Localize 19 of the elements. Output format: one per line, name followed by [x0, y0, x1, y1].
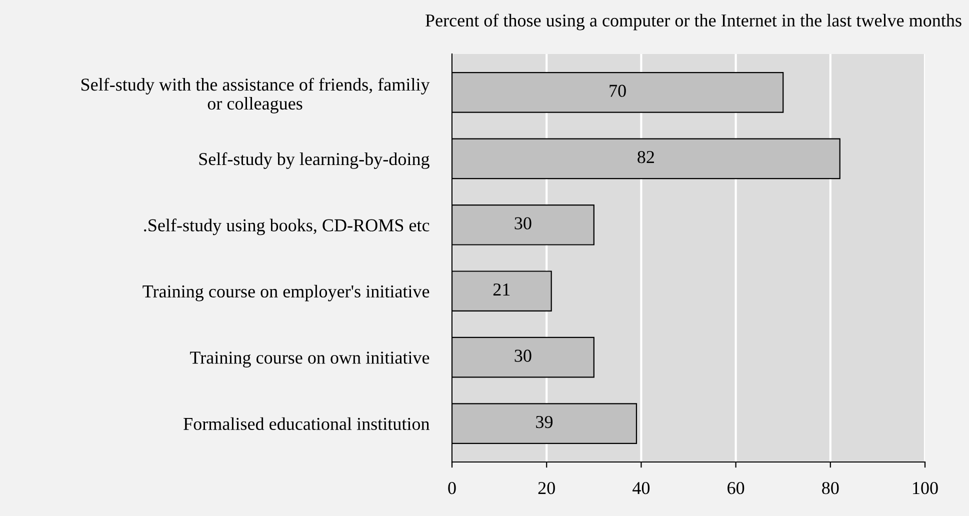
data-label: 82 [638, 150, 654, 164]
x-tick-label: 20 [538, 482, 555, 494]
data-label: 21 [493, 284, 510, 296]
data-label: 70 [610, 84, 626, 97]
y-tick-label: Self-study by learning-by-doing [199, 152, 430, 169]
x-tick-label: 40 [632, 482, 650, 494]
y-tick-label: Formalised educational institution [184, 417, 430, 430]
x-tick-label: 80 [822, 482, 839, 494]
y-tick-label: Self-study with the assistance of friends, familiy or colleagues [81, 78, 430, 114]
data-label: 30 [514, 350, 532, 362]
x-tick-label: 100 [913, 482, 938, 494]
data-label: 39 [536, 416, 553, 428]
y-tick-label: Training course on employer's initiative [142, 284, 430, 302]
y-tick-label: Training course on own initiative [190, 352, 430, 368]
x-tick-label: 0 [448, 482, 456, 494]
x-tick-label: 60 [728, 482, 744, 494]
chart-title: Percent of those using a computer or the Internet in the last twelve months [426, 14, 962, 30]
y-tick-label: .Self-study using books, CD-ROMS etc [144, 218, 430, 236]
data-label: 30 [514, 217, 532, 230]
